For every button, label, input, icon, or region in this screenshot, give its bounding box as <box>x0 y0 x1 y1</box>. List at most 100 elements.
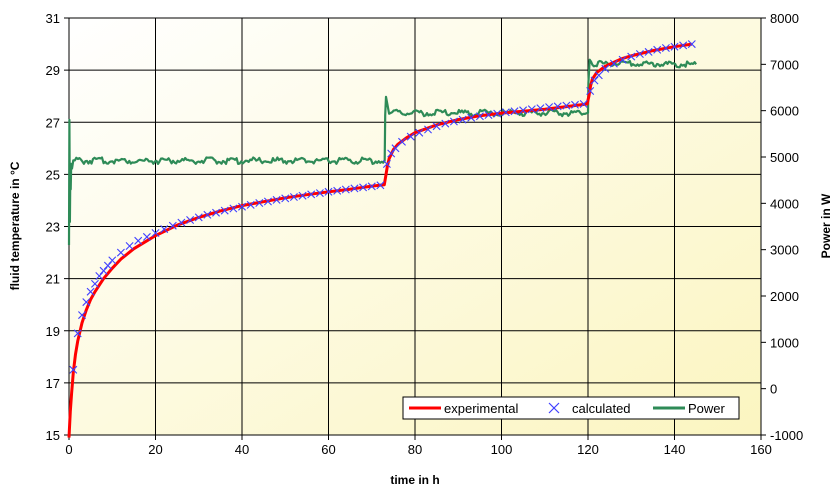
data-point-calculated <box>203 210 212 219</box>
data-point-calculated <box>359 183 368 192</box>
data-point-calculated <box>333 186 342 195</box>
y-axis-left-title: fluid temperature in °C <box>8 161 22 290</box>
data-point-calculated <box>160 225 169 234</box>
data-point-calculated <box>590 76 599 85</box>
y-left-tick-label: 21 <box>46 272 60 287</box>
data-point-calculated <box>475 112 484 121</box>
data-point-calculated <box>382 160 391 168</box>
x-tick-label: 120 <box>577 442 599 457</box>
data-point-calculated <box>212 208 220 217</box>
y-right-tick-label: 2000 <box>770 289 799 304</box>
y-right-tick-label: 8000 <box>770 11 799 26</box>
data-point-calculated <box>661 44 670 52</box>
legend-box <box>402 396 740 420</box>
data-point-calculated <box>73 329 82 338</box>
data-point-calculated <box>238 202 246 211</box>
data-point-calculated <box>406 132 415 141</box>
data-point-calculated <box>687 40 696 49</box>
data-point-calculated <box>424 125 432 134</box>
data-point-calculated <box>493 109 502 118</box>
x-tick-label: 20 <box>148 442 162 457</box>
data-point-calculated <box>644 47 653 56</box>
data-point-calculated <box>501 108 510 117</box>
data-point-calculated <box>69 365 78 374</box>
y-axis-right-title: Power in W <box>819 193 833 258</box>
data-point-calculated <box>387 149 396 158</box>
data-point-calculated <box>653 45 662 54</box>
data-point-calculated <box>449 117 458 126</box>
x-tick-label: 100 <box>491 442 513 457</box>
x-tick-label: 160 <box>750 442 772 457</box>
x-tick-label: 140 <box>664 442 686 457</box>
data-point-calculated <box>594 71 603 80</box>
data-point-calculated <box>151 229 160 237</box>
data-point-calculated <box>103 261 112 270</box>
y-right-tick-label: 5000 <box>770 150 799 165</box>
data-point-calculated <box>315 189 324 198</box>
data-point-calculated <box>484 111 493 119</box>
y-left-tick-label: 17 <box>46 376 60 391</box>
series-markers-calculated <box>69 40 696 374</box>
data-point-calculated <box>432 122 441 131</box>
data-point-calculated <box>108 256 117 265</box>
y-right-tick-label: 4000 <box>770 196 799 211</box>
x-tick-label: 60 <box>321 442 335 457</box>
data-point-calculated <box>95 272 104 280</box>
data-point-calculated <box>116 248 125 257</box>
data-point-calculated <box>142 232 151 241</box>
y-right-tick-label: -1000 <box>770 428 803 443</box>
legend-label-experimental: experimental <box>444 401 519 416</box>
data-point-calculated <box>609 59 618 68</box>
data-point-calculated <box>289 193 298 201</box>
data-point-calculated <box>398 137 406 146</box>
y-right-tick-label: 0 <box>770 382 777 397</box>
y-right-tick-label: 6000 <box>770 104 799 119</box>
data-point-calculated <box>553 102 562 111</box>
y-left-tick-label: 23 <box>46 220 60 235</box>
data-point-calculated <box>194 213 203 222</box>
y-left-tick-label: 29 <box>46 63 60 78</box>
data-point-calculated <box>635 50 644 58</box>
data-point-calculated <box>562 101 571 110</box>
data-point-calculated <box>519 106 528 115</box>
y-right-tick-label: 1000 <box>770 335 799 350</box>
x-tick-label: 40 <box>235 442 249 457</box>
tick-labels: 0 20 40 60 80 100 120 140 160 15 17 19 21 23 25 27 29 31 -… <box>46 11 804 457</box>
data-point-calculated <box>82 298 91 307</box>
x-tick-label: 0 <box>65 442 72 457</box>
y-left-tick-label: 19 <box>46 324 60 339</box>
data-point-calculated <box>571 100 579 109</box>
series-layer <box>67 40 697 438</box>
y-right-tick-label: 3000 <box>770 243 799 258</box>
data-point-calculated <box>168 221 177 230</box>
data-point-calculated <box>272 195 281 204</box>
data-point-calculated <box>586 87 595 95</box>
data-point-calculated <box>99 266 108 275</box>
data-point-calculated <box>376 181 385 190</box>
data-point-calculated <box>527 105 536 114</box>
data-point-calculated <box>263 197 272 206</box>
data-point-calculated <box>536 104 545 113</box>
data-point-calculated <box>618 55 627 64</box>
data-point-calculated <box>579 100 588 108</box>
data-point-calculated <box>670 42 679 51</box>
data-point-calculated <box>134 236 143 245</box>
data-point-calculated <box>679 41 688 50</box>
y-left-tick-label: 25 <box>46 167 60 182</box>
y-left-tick-label: 27 <box>46 115 60 130</box>
data-point-calculated <box>601 64 610 73</box>
legend-label-power: Power <box>688 401 726 416</box>
y-right-tick-label: 7000 <box>770 57 799 72</box>
legend-label-calculated: calculated <box>572 401 631 416</box>
data-point-calculated <box>391 144 400 153</box>
x-tick-label: 80 <box>408 442 422 457</box>
data-point-calculated <box>186 216 195 224</box>
data-point-calculated <box>281 194 290 203</box>
data-point-calculated <box>307 190 316 199</box>
data-point-calculated <box>177 218 186 227</box>
data-point-calculated <box>91 279 99 288</box>
data-point-calculated <box>350 184 359 193</box>
data-point-calculated <box>78 311 86 320</box>
data-point-calculated <box>627 52 636 61</box>
